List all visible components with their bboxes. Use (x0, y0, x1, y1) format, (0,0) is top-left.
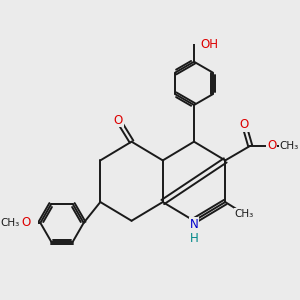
Text: OH: OH (200, 38, 218, 51)
Text: CH₃: CH₃ (280, 141, 299, 151)
Text: CH₃: CH₃ (0, 218, 20, 228)
Text: O: O (114, 113, 123, 127)
Text: H: H (190, 232, 198, 245)
Text: O: O (267, 139, 277, 152)
Text: N: N (190, 218, 198, 231)
Text: O: O (21, 216, 30, 230)
Text: CH₃: CH₃ (234, 209, 254, 219)
Text: O: O (239, 118, 249, 131)
